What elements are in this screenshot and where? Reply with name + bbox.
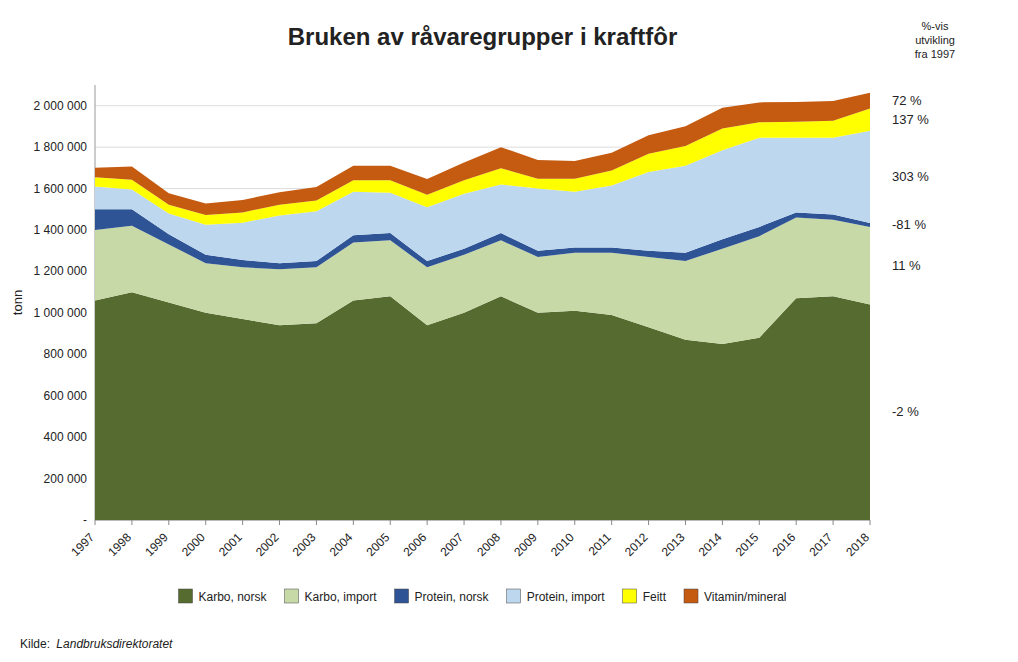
y-tick-label: 1 600 000 <box>34 182 88 196</box>
areas <box>95 93 870 520</box>
annotation: 11 % <box>892 258 921 273</box>
x-tick-label: 2016 <box>770 530 799 559</box>
x-tick <box>131 520 132 525</box>
x-tick <box>722 520 723 525</box>
x-tick-label: 1997 <box>68 530 97 559</box>
legend-swatch <box>285 589 299 603</box>
x-tick <box>168 520 169 525</box>
source-prefix: Kilde: <box>20 637 53 651</box>
legend-swatch <box>507 589 521 603</box>
y-tick-label: 200 000 <box>44 472 88 486</box>
x-tick-label: 2010 <box>548 530 577 559</box>
legend-item: Feitt <box>623 589 667 604</box>
x-tick-label: 1999 <box>142 530 171 559</box>
legend-label: Protein, import <box>527 590 606 604</box>
x-tick <box>537 520 538 525</box>
y-tick-label: 600 000 <box>44 389 88 403</box>
x-tick <box>685 520 686 525</box>
area <box>95 131 870 263</box>
annotation-header-line: fra 1997 <box>915 48 955 60</box>
chart: - 200 000 400 000 600 000 800 000 1 000 000 1 … <box>0 0 1018 662</box>
y-tick-label: 1 000 000 <box>34 306 88 320</box>
x-tick <box>95 520 96 525</box>
x-tick-label: 2007 <box>437 530 466 559</box>
legend-item: Karbo, norsk <box>179 589 268 604</box>
x-tick <box>279 520 280 525</box>
y-tick-label: 400 000 <box>44 430 88 444</box>
legend-item: Karbo, import <box>285 589 378 604</box>
x-tick <box>464 520 465 525</box>
legend: Karbo, norsk Karbo, import Protein, norsk P… <box>179 589 787 604</box>
x-tick <box>205 520 206 525</box>
y-axis-label: tonn <box>10 290 25 315</box>
x-tick-label: 2013 <box>659 530 688 559</box>
x-tick <box>870 520 871 525</box>
x-tick <box>242 520 243 525</box>
y-tick-label: 1 200 000 <box>34 264 88 278</box>
x-tick <box>390 520 391 525</box>
x-tick-label: 2012 <box>622 530 651 559</box>
x-tick <box>353 520 354 525</box>
x-tick <box>574 520 575 525</box>
x-tick <box>427 520 428 525</box>
x-tick <box>611 520 612 525</box>
annotation: -2 % <box>892 404 919 419</box>
annotation-header-line: utvikling <box>915 34 955 46</box>
legend-label: Vitamin/mineral <box>704 590 786 604</box>
x-tick <box>833 520 834 525</box>
x-tick-label: 2018 <box>843 530 872 559</box>
legend-swatch <box>179 589 193 603</box>
legend-item: Protein, norsk <box>395 589 490 604</box>
y-tick-label: 2 000 000 <box>34 99 88 113</box>
x-tick-label: 2003 <box>290 530 319 559</box>
annotation: 72 % <box>892 93 922 108</box>
annotation-header: %-vis utvikling fra 1997 <box>915 20 955 60</box>
x-tick-label: 2000 <box>179 530 208 559</box>
legend-label: Karbo, norsk <box>199 590 268 604</box>
annotation: 303 % <box>892 169 929 184</box>
x-tick-label: 1998 <box>105 530 134 559</box>
x-tick <box>759 520 760 525</box>
x-tick-label: 2004 <box>327 530 356 559</box>
x-tick-label: 2001 <box>216 530 245 559</box>
x-tick <box>316 520 317 525</box>
area <box>95 93 870 215</box>
y-tick-label: 1 800 000 <box>34 140 88 154</box>
annotation-header-line: %-vis <box>922 20 949 32</box>
annotation: 137 % <box>892 112 929 127</box>
x-tick-label: 2011 <box>586 530 614 558</box>
y-tick-label: - <box>83 513 87 527</box>
legend-item: Vitamin/mineral <box>684 589 786 604</box>
title: Bruken av råvaregrupper i kraftfôr <box>288 23 677 50</box>
x-tick-label: 2009 <box>511 530 540 559</box>
x-tick-label: 2005 <box>364 530 393 559</box>
x-tick-label: 2014 <box>696 530 725 559</box>
x-tick-label: 2015 <box>733 530 762 559</box>
y-tick-label: 800 000 <box>44 347 88 361</box>
legend-label: Protein, norsk <box>415 590 490 604</box>
y-tick-label: 1 400 000 <box>34 223 88 237</box>
legend-swatch <box>395 589 409 603</box>
legend-swatch <box>684 589 698 603</box>
axes: - 200 000 400 000 600 000 800 000 1 000 000 1 … <box>34 85 873 559</box>
x-tick-label: 2002 <box>253 530 282 559</box>
legend-swatch <box>623 589 637 603</box>
source-italic: Landbruksdirektoratet <box>56 637 173 651</box>
legend-label: Karbo, import <box>305 590 378 604</box>
legend-item: Protein, import <box>507 589 606 604</box>
x-tick-label: 2017 <box>806 530 835 559</box>
legend-label: Feitt <box>643 590 667 604</box>
x-tick-label: 2008 <box>474 530 503 559</box>
x-tick <box>648 520 649 525</box>
x-tick-label: 2006 <box>400 530 429 559</box>
x-tick <box>500 520 501 525</box>
x-tick <box>796 520 797 525</box>
annotation: -81 % <box>892 217 926 232</box>
